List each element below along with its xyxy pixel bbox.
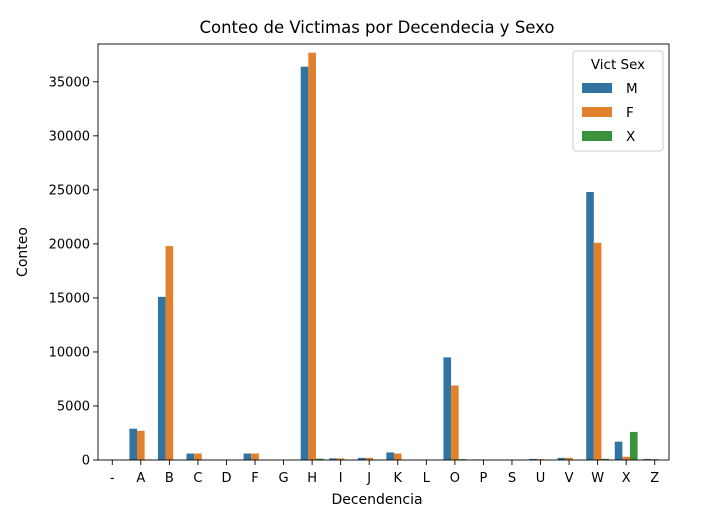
x-tick-label: Z bbox=[650, 471, 659, 486]
x-tick-label: S bbox=[508, 471, 516, 486]
bar-M-U bbox=[529, 458, 537, 460]
x-tick-label: X bbox=[622, 471, 631, 486]
bar-X-H bbox=[315, 458, 324, 460]
x-tick-label: V bbox=[565, 471, 574, 486]
legend-label-X: X bbox=[626, 129, 635, 145]
bar-M-A bbox=[129, 428, 138, 460]
bar-M-W bbox=[586, 192, 594, 460]
bar-F-J bbox=[365, 457, 374, 460]
x-tick-label: I bbox=[339, 471, 343, 486]
x-tick-label: G bbox=[279, 471, 289, 486]
bar-X-X bbox=[629, 431, 638, 460]
bar-F-K bbox=[393, 453, 402, 460]
bar-X-W bbox=[601, 458, 610, 460]
x-tick-label: H bbox=[307, 471, 317, 486]
x-tick-label: D bbox=[221, 471, 231, 486]
bar-M-J bbox=[357, 457, 366, 460]
y-tick-label: 15000 bbox=[49, 291, 90, 306]
bar-F-V bbox=[565, 457, 573, 460]
y-tick-label: 0 bbox=[82, 454, 90, 469]
legend-swatch-F bbox=[582, 107, 612, 117]
bar-F-A bbox=[137, 430, 145, 460]
bar-F-F bbox=[251, 453, 259, 460]
bar-F-H bbox=[308, 52, 316, 460]
x-tick-label: - bbox=[110, 471, 115, 486]
y-axis: 0 5000 10000 15000 20000 25000 30000 35000 bbox=[49, 75, 98, 469]
legend-label-F: F bbox=[626, 105, 634, 121]
bar-M-V bbox=[557, 457, 566, 460]
bar-M-H bbox=[300, 66, 309, 460]
y-tick-label: 10000 bbox=[49, 345, 90, 360]
bar-M-B bbox=[157, 296, 166, 460]
x-tick-label: J bbox=[366, 471, 371, 486]
legend-label-M: M bbox=[626, 81, 638, 97]
x-tick-label: P bbox=[480, 471, 488, 486]
bars-group bbox=[100, 52, 667, 460]
x-tick-label: A bbox=[136, 471, 145, 486]
bar-M-C bbox=[186, 453, 195, 460]
legend-swatch-M bbox=[582, 83, 612, 93]
plot-frame bbox=[97, 43, 670, 461]
y-tick-label: 30000 bbox=[49, 129, 90, 144]
x-tick-label: O bbox=[450, 471, 460, 486]
bar-F-I bbox=[336, 458, 345, 460]
bar-M-I bbox=[329, 458, 337, 460]
legend-swatch-X bbox=[582, 131, 612, 141]
y-axis-label: Conteo bbox=[15, 227, 31, 277]
x-tick-label: F bbox=[251, 471, 258, 486]
y-tick-label: 35000 bbox=[49, 75, 90, 90]
legend-box bbox=[572, 50, 664, 152]
x-tick-label: L bbox=[423, 471, 431, 486]
bar-F-C bbox=[194, 453, 202, 460]
y-tick-label: 25000 bbox=[49, 183, 90, 198]
bar-F-B bbox=[165, 246, 174, 460]
bar-F-X bbox=[622, 456, 630, 460]
y-tick-label: 5000 bbox=[57, 399, 90, 414]
x-tick-label: B bbox=[165, 471, 174, 486]
chart-title: Conteo de Victimas por Decendecia y Sexo bbox=[199, 18, 554, 37]
x-tick-label: K bbox=[394, 471, 403, 486]
x-tick-label: C bbox=[193, 471, 202, 486]
legend-title: Vict Sex bbox=[591, 57, 645, 73]
y-tick-label: 20000 bbox=[49, 237, 90, 252]
bar-F-O bbox=[451, 385, 459, 460]
bar-M-Z bbox=[643, 458, 651, 460]
bar-M-K bbox=[386, 452, 394, 460]
bar-M-O bbox=[443, 357, 452, 460]
bar-F-W bbox=[593, 242, 602, 460]
x-tick-label: U bbox=[536, 471, 546, 486]
x-tick-label: W bbox=[591, 471, 604, 486]
x-axis-label: Decendencia bbox=[331, 492, 422, 508]
bar-M-F bbox=[243, 453, 252, 460]
legend: Vict Sex MFX bbox=[572, 50, 664, 152]
bar-M-X bbox=[614, 441, 623, 460]
